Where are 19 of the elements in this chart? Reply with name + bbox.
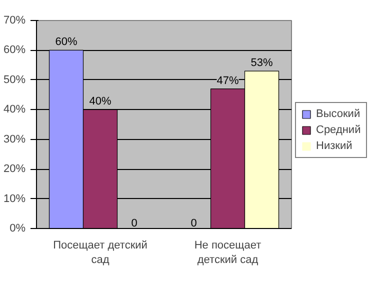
y-tick-label: 20% <box>3 163 26 176</box>
legend-label: Высокий <box>316 108 360 120</box>
x-tick-label: Не посещает детский сад <box>194 240 262 266</box>
data-label: 0 <box>190 218 197 230</box>
y-tick-label: 0% <box>10 222 26 234</box>
data-label: 0 <box>131 218 138 230</box>
data-label: 47% <box>216 74 239 87</box>
data-label: 53% <box>250 57 273 70</box>
y-tick-label: 50% <box>3 74 26 86</box>
legend-label: Низкий <box>316 140 352 152</box>
y-tick-label: 60% <box>3 44 26 56</box>
x-tick-label: Посещает детский сад <box>53 240 148 266</box>
legend-label: Средний <box>316 124 361 136</box>
data-label: 40% <box>89 96 112 108</box>
y-tick-label: 30% <box>3 133 26 146</box>
y-tick-label: 10% <box>3 192 26 205</box>
y-tick-label: 70% <box>3 14 26 26</box>
data-label: 60% <box>55 36 78 48</box>
y-tick-label: 40% <box>3 104 26 116</box>
